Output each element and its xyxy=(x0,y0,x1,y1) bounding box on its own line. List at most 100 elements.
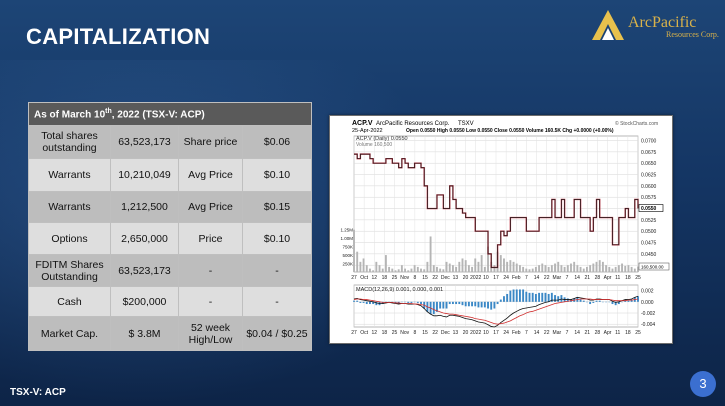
x-tick-label: Mar xyxy=(553,330,562,336)
price-tick-label: 0.0650 xyxy=(641,161,657,167)
row-metric-value: - xyxy=(242,254,312,287)
macd-histogram-bar xyxy=(375,301,378,306)
macd-histogram-bar xyxy=(359,301,362,303)
volume-tick-label: 1.25M xyxy=(340,228,353,233)
price-tick-label: 0.0450 xyxy=(641,252,657,258)
macd-histogram-bar xyxy=(410,301,413,303)
macd-histogram-bar xyxy=(416,301,419,303)
last-volume-label: 160,500.00 xyxy=(641,265,664,270)
volume-bar xyxy=(464,260,467,272)
capitalization-table: As of March 10th, 2022 (TSX-V: ACP) Tota… xyxy=(28,102,312,351)
volume-bar xyxy=(627,265,630,272)
volume-bar xyxy=(557,261,560,272)
table-header: As of March 10th, 2022 (TSX-V: ACP) xyxy=(28,102,312,126)
x-tick-label: 20 xyxy=(463,275,469,281)
macd-histogram-bar xyxy=(480,301,483,308)
x-tick-label: Mar xyxy=(553,275,562,281)
row-label: Warrants xyxy=(28,191,111,223)
volume-bar xyxy=(601,261,604,272)
macd-histogram-bar xyxy=(445,301,448,309)
macd-histogram-bar xyxy=(518,289,521,302)
macd-histogram-bar xyxy=(522,289,525,302)
volume-bar xyxy=(448,263,451,272)
x-tick-label: 21 xyxy=(585,275,591,281)
x-tick-label: Apr xyxy=(604,330,612,336)
volume-bar xyxy=(407,270,410,272)
x-tick-label: 2022 xyxy=(470,275,481,281)
volume-bar xyxy=(365,265,368,272)
x-tick-label: 20 xyxy=(463,330,469,336)
macd-histogram-bar xyxy=(538,292,541,302)
last-price-box xyxy=(638,204,664,212)
volume-bar xyxy=(439,268,442,272)
volume-bar xyxy=(493,265,496,272)
row-metric-value: $0.04 / $0.25 xyxy=(242,316,312,351)
volume-bar xyxy=(518,265,521,272)
x-tick-label: 22 xyxy=(544,275,550,281)
table-row: Warrants 1,212,500 Avg Price $0.15 xyxy=(28,191,312,223)
macd-signal-line xyxy=(353,298,639,325)
table-row: Market Cap. $ 3.8M 52 week High/Low $0.0… xyxy=(28,316,312,351)
volume-tick-label: 250K xyxy=(342,262,353,267)
x-tick-label: Nov xyxy=(400,275,409,281)
macd-histogram-bar xyxy=(432,301,435,315)
volume-bar xyxy=(525,268,528,272)
x-tick-label: 7 xyxy=(566,275,569,281)
macd-histogram-bar xyxy=(436,301,438,312)
volume-bar xyxy=(381,268,384,272)
volume-bar xyxy=(509,260,512,272)
page-number: 3 xyxy=(690,371,716,397)
volume-bar xyxy=(534,266,537,272)
macd-histogram-bar xyxy=(471,301,474,307)
last-volume-box xyxy=(638,262,670,271)
table-row: Cash $200,000 - - xyxy=(28,286,312,317)
macd-histogram-bar xyxy=(515,289,518,302)
macd-histogram-bar xyxy=(544,292,547,302)
volume-bar xyxy=(426,261,429,272)
macd-histogram-bar xyxy=(464,301,467,307)
volume-bar xyxy=(391,268,394,272)
macd-histogram-bar xyxy=(554,295,556,302)
macd-histogram-bar xyxy=(589,301,592,305)
row-metric-value: - xyxy=(242,286,312,317)
macd-histogram-bar xyxy=(611,301,614,305)
macd-histogram-bar xyxy=(369,301,371,305)
volume-bar xyxy=(560,265,563,272)
volume-bar xyxy=(499,255,502,272)
macd-tick-label: 0.000 xyxy=(641,300,654,306)
x-tick-label: 13 xyxy=(453,275,459,281)
macd-histogram-bar xyxy=(461,301,464,306)
macd-histogram-bar xyxy=(557,296,560,302)
macd-histogram-bar xyxy=(356,300,359,302)
row-label: FDITM Shares Outstanding xyxy=(28,254,111,287)
volume-bar xyxy=(503,258,505,272)
volume-bar xyxy=(541,263,544,272)
macd-histogram-bar xyxy=(525,291,528,302)
x-tick-label: 25 xyxy=(392,275,398,281)
x-tick-label: 28 xyxy=(595,330,601,336)
volume-tick-label: 500K xyxy=(342,253,353,258)
volume-bar xyxy=(512,261,515,272)
volume-bar xyxy=(528,269,531,272)
price-tick-label: 0.0675 xyxy=(641,150,657,156)
macd-histogram-bar xyxy=(451,301,454,305)
chart-exchange: TSXV xyxy=(458,121,474,127)
volume-bar xyxy=(633,268,636,272)
volume-bar xyxy=(394,270,397,272)
x-tick-label: 10 xyxy=(483,330,489,336)
volume-tick-label: 1.00M xyxy=(340,236,353,241)
macd-histogram-bar xyxy=(439,301,442,309)
x-tick-label: Feb xyxy=(512,330,521,336)
x-tick-label: 7 xyxy=(525,275,528,281)
volume-bar xyxy=(595,261,598,272)
volume-bar xyxy=(445,261,448,272)
row-metric-value: $0.15 xyxy=(242,191,312,223)
price-tick-label: 0.0475 xyxy=(641,241,657,247)
volume-bar xyxy=(413,265,416,272)
row-value: 63,523,173 xyxy=(110,254,179,287)
slide-title: CAPITALIZATION xyxy=(26,24,211,49)
volume-bar xyxy=(582,268,585,272)
macd-histogram-bar xyxy=(528,292,531,302)
price-tick-label: 0.0625 xyxy=(641,173,657,179)
